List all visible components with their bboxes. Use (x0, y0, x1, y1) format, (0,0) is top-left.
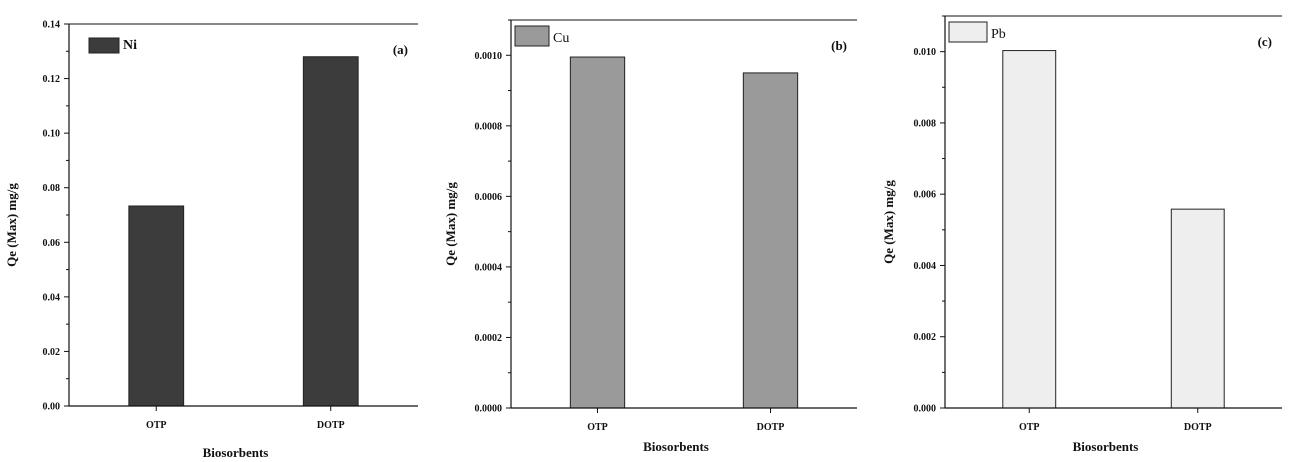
bar-otp (1002, 50, 1057, 409)
y-tick-label: 0.04 (43, 292, 61, 303)
panel-label: (c) (1258, 34, 1272, 49)
y-tick-label: 0.002 (914, 332, 937, 343)
legend-swatch (88, 37, 120, 54)
bar-dotp (742, 72, 799, 409)
y-tick-label: 0.000 (914, 404, 937, 415)
chart-panel-a: OTP DOTP 0.00 0.02 0.04 0.06 0.08 0.10 0.12 0.14 B… (4, 20, 418, 460)
x-tick-label: OTP (587, 422, 608, 433)
y-tick-label: 0.0006 (475, 192, 503, 203)
bar-otp (569, 56, 626, 409)
panel-label: (b) (831, 38, 847, 53)
bar-otp (128, 205, 185, 407)
x-tick-label: DOTP (1184, 422, 1212, 433)
y-tick-label: 0.12 (43, 74, 61, 85)
legend-swatch (948, 21, 988, 43)
y-tick-label: 0.0000 (475, 404, 503, 415)
x-axis-title: Biosorbents (203, 445, 269, 460)
y-tick-label: 0.0008 (475, 121, 503, 132)
legend-label: Ni (123, 38, 137, 53)
y-axis-title: Qe (Max) mg/g (4, 183, 19, 267)
y-tick-label: 0.10 (43, 129, 61, 140)
y-axis-title: Qe (Max) mg/g (443, 182, 458, 266)
y-tick-label: 0.004 (914, 261, 937, 272)
y-tick-label: 0.006 (914, 190, 937, 201)
y-tick-label: 0.008 (914, 118, 937, 129)
x-tick-label: DOTP (757, 422, 785, 433)
chart-panel-c: OTP DOTP 0.000 0.002 0.004 0.006 0.008 0.010 Bio… (881, 15, 1282, 454)
y-tick-label: 0.0002 (475, 333, 503, 344)
y-tick-label: 0.0004 (475, 262, 503, 273)
legend-swatch (514, 25, 550, 47)
x-tick-label: DOTP (317, 420, 345, 431)
x-axis-title: Biosorbents (1073, 439, 1139, 454)
y-tick-label: 0.14 (43, 20, 61, 31)
y-tick-label: 0.00 (43, 402, 61, 413)
panel-label: (a) (393, 42, 408, 57)
x-axis-title: Biosorbents (643, 439, 709, 454)
y-axis-title: Qe (Max) mg/g (881, 180, 896, 264)
x-tick-label: OTP (1019, 422, 1040, 433)
legend-label: Pb (991, 27, 1006, 42)
bar-dotp (1170, 208, 1225, 409)
legend-label: Cu (553, 31, 569, 46)
y-tick-label: 0.02 (43, 347, 61, 358)
y-tick-label: 0.06 (43, 238, 61, 249)
x-tick-label: OTP (146, 420, 167, 431)
bar-dotp (302, 56, 359, 407)
chart-panel-b: OTP DOTP 0.0000 0.0002 0.0004 0.0006 0.0008 0.0… (443, 19, 857, 454)
y-tick-label: 0.08 (43, 183, 61, 194)
y-tick-label: 0.010 (914, 47, 937, 58)
y-tick-label: 0.0010 (475, 51, 503, 62)
